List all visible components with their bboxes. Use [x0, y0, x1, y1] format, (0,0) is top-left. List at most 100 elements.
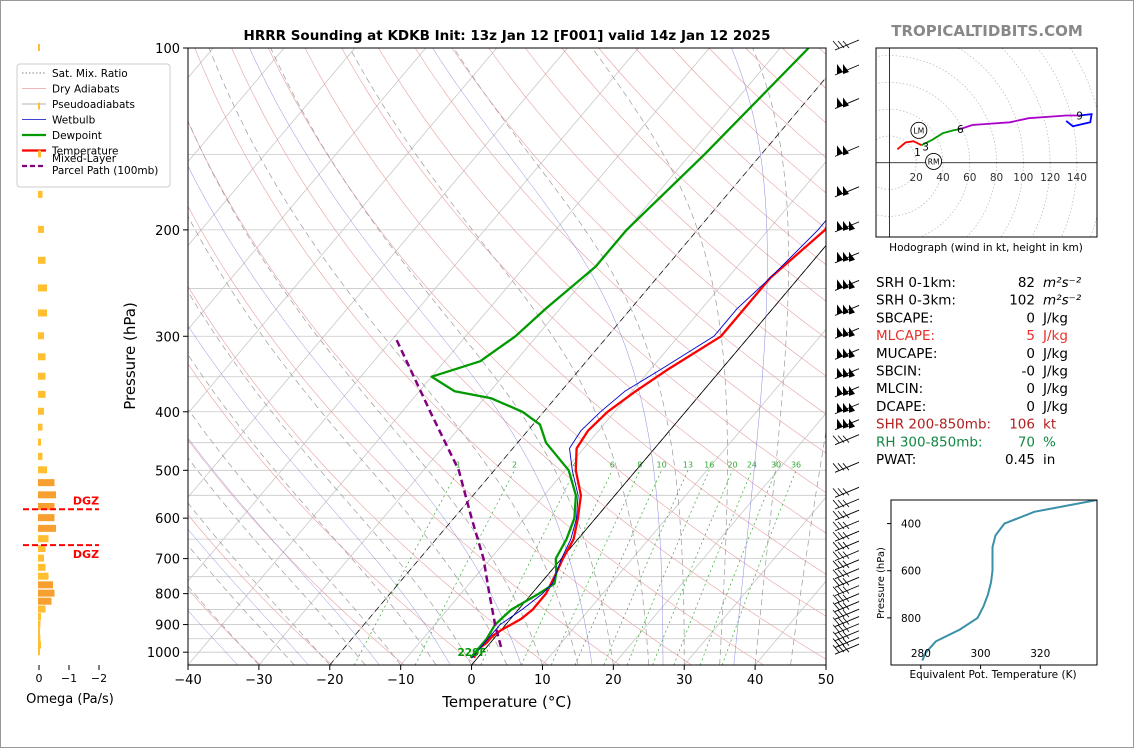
series-temperature [472, 226, 826, 659]
omega-bar [38, 563, 46, 571]
wetbulb-reference-line [731, 48, 768, 665]
mixing-ratio-line [521, 470, 613, 665]
theta-e-x-axis-label: Equivalent Pot. Temperature (K) [909, 669, 1076, 681]
hodograph-trace [921, 128, 961, 147]
wetbulb-reference-line [249, 48, 593, 665]
dry-adiabat [818, 48, 826, 55]
wind-barb [832, 434, 860, 446]
hodograph-frame [875, 47, 1098, 238]
brand-watermark: TROPICALTIDBITS.COM [891, 22, 1083, 40]
wetbulb-reference-line [188, 528, 309, 665]
isotherm [400, 161, 826, 665]
dry-adiabat [194, 48, 764, 665]
omega-bar [38, 514, 55, 522]
wind-barbs [832, 39, 860, 655]
pseudo-adiabat [453, 48, 685, 665]
wind-barb [832, 623, 860, 635]
pseudo-adiabat [188, 457, 366, 665]
y-tick-label: 200 [155, 224, 180, 239]
dry-adiabat [341, 48, 826, 534]
omega-bar [38, 589, 55, 597]
mixing-ratio-label: 36 [791, 460, 801, 469]
wind-barb [832, 39, 860, 51]
theta-e-x-tick-label: 300 [971, 648, 991, 660]
sounding-indices: SRH 0-1km: 82 m²s⁻² SRH 0-3km: 102 m²s⁻² SBCAP… [876, 275, 1082, 468]
dry-adiabat [378, 48, 826, 494]
isotherm [613, 412, 826, 665]
wetbulb-reference-line [432, 48, 664, 665]
omega-bar [38, 479, 55, 487]
mixing-ratio-line [603, 470, 689, 665]
omega-bar [38, 648, 40, 656]
omega-x-tick-label: −2 [91, 672, 107, 685]
pseudo-adiabat [592, 48, 728, 665]
x-tick-label: −20 [316, 673, 343, 688]
index-label: SBCIN: [876, 364, 922, 380]
wind-barb [832, 559, 860, 571]
wind-barb [834, 348, 860, 360]
storm-motion-marker [925, 152, 943, 170]
hodograph-tick-label: 120 [1040, 172, 1060, 184]
wind-barb [832, 498, 860, 510]
pseudo-adiabat [188, 502, 331, 665]
omega-bar [38, 572, 49, 580]
legend-label: Sat. Mix. Ratio [52, 68, 128, 80]
omega-bar [38, 627, 40, 635]
mixing-ratio-line [550, 470, 641, 665]
omega-bar [38, 190, 43, 198]
omega-bar [38, 452, 43, 460]
index-unit: m²s⁻² [1043, 275, 1082, 291]
legend-label: Dewpoint [52, 130, 102, 142]
mixing-ratio-label: 6 [610, 460, 615, 469]
omega-panel: 0 −1 −2 DGZ DGZ [23, 44, 107, 685]
theta-e-frame [890, 499, 1098, 666]
wind-barb [834, 64, 860, 76]
legend-label: Parcel Path (100mb) [52, 165, 158, 177]
omega-bar [38, 284, 47, 292]
omega-x-tick-label: −1 [61, 672, 77, 685]
omega-bar [38, 438, 41, 446]
mixing-ratio-line [652, 470, 733, 665]
theta-e-y-axis-label: Pressure (hPa) [876, 547, 887, 619]
dry-adiabat [231, 48, 826, 660]
wind-barb [832, 576, 860, 588]
wind-barb [832, 637, 860, 648]
wind-barb [832, 616, 860, 627]
y-tick-label: 1000 [147, 646, 180, 661]
pseudo-adiabat [208, 48, 579, 665]
mixing-ratio-label: 8 [637, 460, 642, 469]
y-tick-label: 400 [155, 406, 180, 421]
index-label: SRH 0-3km: [876, 293, 956, 309]
wetbulb-reference-line [188, 437, 380, 665]
index-value: 82 [1018, 275, 1035, 291]
index-label: SHR 200-850mb: [876, 417, 991, 433]
index-label: RH 300-850mb: [876, 434, 983, 450]
wind-barb [834, 367, 860, 380]
y-tick-label: 300 [155, 330, 180, 345]
hodograph-height-label: 9 [1076, 111, 1083, 123]
index-unit: kt [1043, 417, 1056, 433]
index-value: 0.45 [1005, 452, 1035, 468]
wind-barb [832, 630, 860, 642]
omega-bar [38, 502, 55, 510]
wind-barb [834, 418, 860, 431]
skewt-axes: −40 −30 −20 −10 0 10 20 30 40 50 100 200 300 400 500 60… [147, 42, 834, 688]
pseudo-adiabat [188, 215, 508, 665]
legend-label: Wetbulb [52, 115, 96, 127]
omega-x-axis-label: Omega (Pa/s) [26, 692, 114, 707]
index-label: PWAT: [876, 452, 916, 468]
dry-adiabat [414, 48, 826, 454]
legend-label: Temperature [51, 146, 119, 158]
dgz-label: DGZ [73, 494, 99, 507]
mixing-ratio-line [414, 470, 515, 665]
pseudo-adiabat [270, 48, 614, 665]
omega-bar [38, 545, 46, 553]
index-value: 70 [1018, 434, 1035, 450]
hodograph-caption: Hodograph (wind in kt, height in km) [889, 242, 1083, 254]
theta-e-line [921, 500, 1097, 661]
x-tick-label: −30 [245, 673, 272, 688]
index-unit: % [1043, 434, 1056, 450]
index-value: 0 [1026, 399, 1035, 415]
mixing-ratio-label: 2 [512, 460, 517, 469]
